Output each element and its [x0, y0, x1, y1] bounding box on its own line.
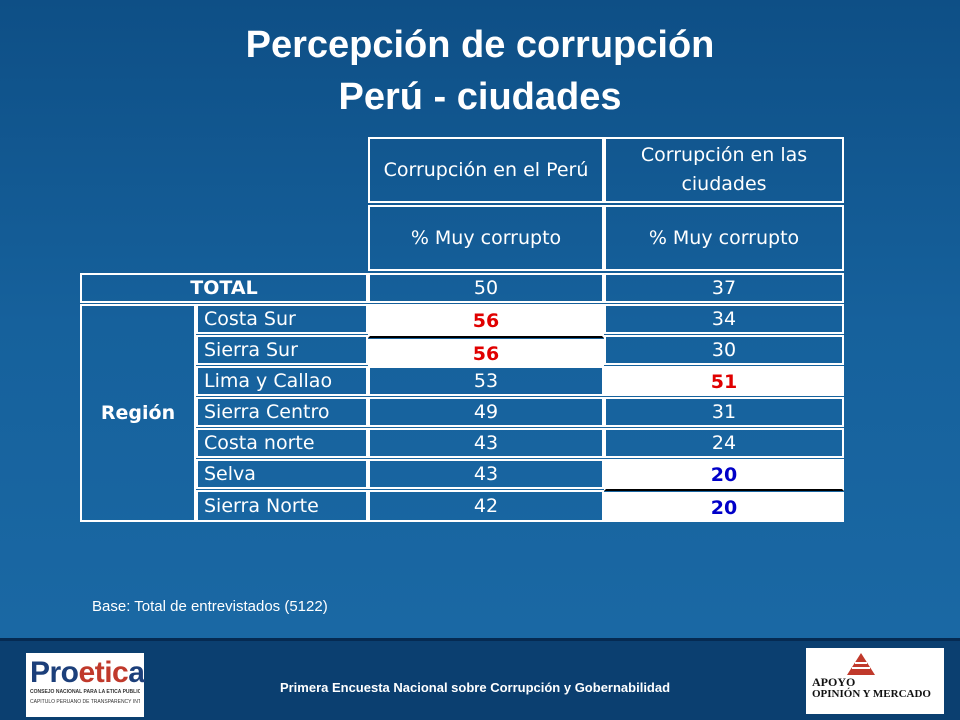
row-label-selva: Selva	[196, 459, 368, 489]
row-label-lima-callao: Lima y Callao	[196, 366, 368, 396]
sub-header-ciudades: % Muy corrupto	[604, 205, 844, 271]
row-ciudades-costa-norte: 24	[604, 428, 844, 458]
row-peru-sierra-norte: 42	[368, 490, 604, 522]
row-label-sierra-sur: Sierra Sur	[196, 335, 368, 365]
footer-divider	[0, 638, 960, 641]
proetica-name-c: a	[128, 656, 145, 689]
page-title-line1: Percepción de corrupción	[245, 24, 715, 66]
row-peru-lima-callao: 53	[368, 366, 604, 396]
row-ciudades-sierra-centro: 31	[604, 397, 844, 427]
page-title-line2: Perú - ciudades	[338, 76, 622, 118]
apoyo-line1: APOYO	[812, 675, 856, 689]
proetica-name-b: etic	[78, 656, 129, 689]
region-group-label: Región	[80, 304, 196, 522]
apoyo-logo: APOYO OPINIÓN Y MERCADO	[806, 648, 944, 714]
base-note: Base: Total de entrevistados (5122)	[92, 598, 328, 615]
proetica-subtitle: CONSEJO NACIONAL PARA LA ÉTICA PÚBLICA	[30, 689, 140, 695]
row-peru-sierra-sur: 56	[368, 339, 604, 367]
row-ciudades-sierra-sur: 30	[604, 335, 844, 365]
total-ciudades: 37	[604, 273, 844, 303]
row-peru-costa-norte: 43	[368, 428, 604, 458]
row-label-costa-sur: Costa Sur	[196, 304, 368, 334]
footer-text: Primera Encuesta Nacional sobre Corrupci…	[279, 680, 671, 695]
row-ciudades-selva: 20	[604, 459, 844, 491]
row-label-sierra-centro: Sierra Centro	[196, 397, 368, 427]
proetica-subtitle-2: CAPÍTULO PERUANO DE TRANSPARENCY INTERNA…	[30, 699, 140, 705]
sub-header-peru: % Muy corrupto	[368, 205, 604, 271]
row-ciudades-sierra-norte: 20	[604, 492, 844, 522]
total-label: TOTAL	[80, 273, 368, 303]
apoyo-line2: OPINIÓN Y MERCADO	[812, 688, 931, 700]
row-label-costa-norte: Costa norte	[196, 428, 368, 458]
row-peru-selva: 43	[368, 459, 604, 489]
row-ciudades-lima-callao: 51	[604, 366, 844, 396]
total-peru: 50	[368, 273, 604, 303]
proetica-logo: Proetica CONSEJO NACIONAL PARA LA ÉTICA …	[26, 653, 145, 717]
col-header-peru: Corrupción en el Perú	[368, 137, 604, 203]
col-header-ciudades: Corrupción en las ciudades	[604, 137, 844, 203]
apoyo-mark-icon	[847, 653, 875, 675]
row-peru-costa-sur: 56	[368, 304, 604, 338]
row-label-sierra-norte: Sierra Norte	[196, 490, 368, 522]
row-ciudades-costa-sur: 34	[604, 304, 844, 334]
proetica-name-a: Pro	[30, 656, 79, 689]
row-peru-sierra-centro: 49	[368, 397, 604, 427]
footer-bar	[0, 638, 960, 720]
